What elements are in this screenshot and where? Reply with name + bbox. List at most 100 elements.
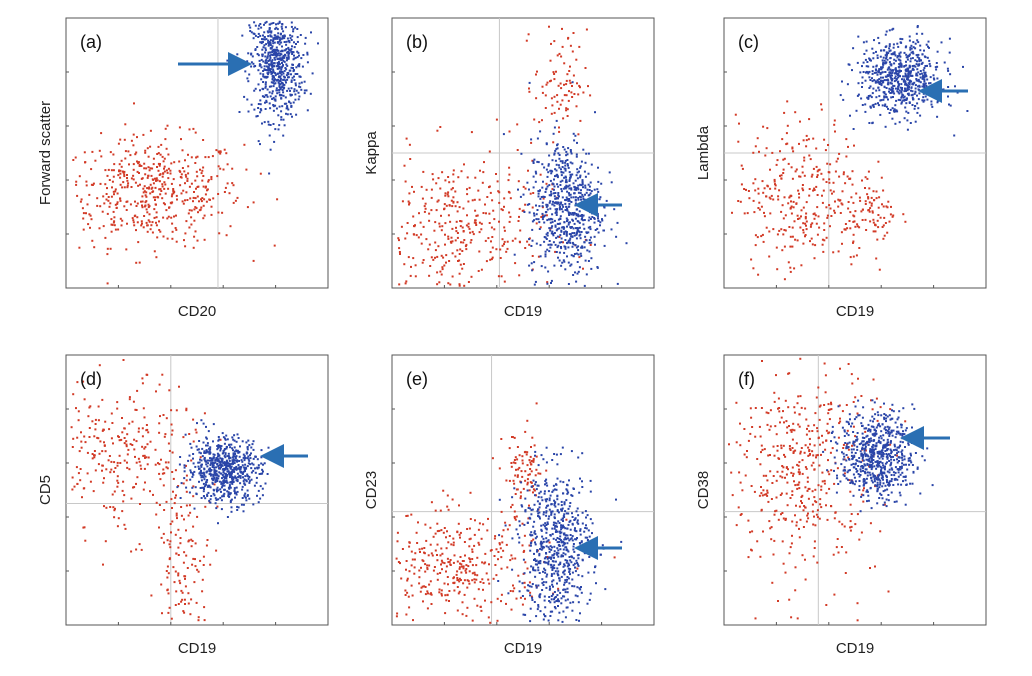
data-point	[215, 466, 218, 469]
data-point	[290, 48, 293, 51]
data-point	[429, 580, 432, 583]
data-point	[175, 552, 178, 555]
data-point	[849, 114, 851, 117]
data-point	[243, 455, 246, 457]
data-point	[885, 205, 888, 208]
data-point	[142, 488, 145, 491]
data-point	[828, 181, 831, 184]
data-point	[465, 571, 468, 574]
data-point	[578, 210, 581, 213]
data-point	[281, 65, 284, 68]
data-point	[125, 209, 128, 211]
data-point	[503, 226, 506, 229]
data-point	[239, 468, 242, 471]
data-point	[816, 206, 819, 209]
data-point	[528, 243, 531, 246]
data-point	[577, 213, 580, 216]
data-point	[558, 203, 561, 206]
data-point	[177, 572, 180, 575]
data-point	[71, 488, 74, 491]
data-point	[306, 61, 309, 64]
data-point	[450, 543, 453, 546]
data-point	[269, 124, 272, 126]
data-point	[438, 281, 441, 284]
data-point	[520, 152, 523, 155]
data-point	[882, 49, 885, 52]
data-point	[855, 109, 858, 112]
data-point	[809, 225, 812, 228]
data-point	[869, 85, 872, 88]
data-point	[813, 217, 816, 220]
data-point	[79, 200, 82, 203]
data-point	[202, 471, 205, 474]
data-point	[522, 551, 525, 553]
data-point	[203, 198, 206, 201]
data-point	[814, 244, 817, 247]
data-point	[786, 124, 789, 127]
data-point	[848, 220, 851, 222]
data-point	[217, 446, 220, 449]
data-point	[82, 380, 85, 383]
data-point	[458, 283, 461, 286]
data-point	[782, 158, 785, 161]
data-point	[243, 95, 246, 98]
data-point	[241, 485, 244, 488]
data-point	[569, 82, 572, 85]
data-point	[872, 52, 875, 55]
data-point	[289, 93, 292, 96]
data-point	[519, 491, 522, 494]
data-point	[134, 455, 136, 458]
data-point	[879, 81, 881, 84]
data-point	[92, 182, 95, 185]
data-point	[797, 218, 799, 220]
data-point	[545, 540, 548, 543]
data-point	[523, 523, 526, 526]
data-point	[832, 251, 835, 254]
data-point	[562, 117, 565, 120]
data-point	[159, 153, 162, 156]
data-point	[467, 565, 470, 568]
data-point	[888, 43, 891, 46]
data-point	[912, 68, 915, 71]
data-point	[179, 537, 182, 539]
data-point	[215, 457, 218, 460]
data-point	[532, 192, 535, 194]
data-point	[423, 210, 426, 213]
data-point	[878, 89, 881, 92]
data-point	[550, 194, 552, 197]
data-point	[926, 56, 929, 59]
data-point	[898, 89, 901, 92]
data-point	[213, 494, 216, 497]
data-point	[913, 81, 916, 84]
data-point	[274, 72, 277, 75]
data-point	[452, 561, 455, 564]
data-point	[71, 476, 74, 479]
data-point	[558, 259, 561, 262]
data-point	[853, 215, 856, 218]
data-point	[532, 175, 535, 178]
data-point	[171, 471, 174, 473]
data-point	[570, 213, 573, 216]
data-point	[174, 604, 177, 606]
data-point	[123, 523, 126, 526]
data-point	[541, 85, 544, 88]
data-point	[199, 559, 202, 562]
data-point	[530, 565, 533, 568]
data-point	[254, 24, 257, 27]
data-point	[533, 531, 536, 534]
data-point	[247, 475, 250, 478]
data-point	[135, 205, 138, 207]
data-point	[215, 470, 218, 473]
data-point	[264, 68, 266, 71]
data-point	[114, 507, 116, 510]
data-point	[862, 41, 865, 44]
data-point	[923, 71, 926, 74]
data-point	[547, 164, 550, 167]
data-point	[167, 461, 170, 464]
data-point	[200, 172, 203, 175]
data-point	[229, 467, 232, 470]
data-point	[296, 73, 299, 75]
data-point	[550, 172, 553, 175]
data-point	[491, 236, 494, 238]
data-point	[161, 197, 164, 200]
